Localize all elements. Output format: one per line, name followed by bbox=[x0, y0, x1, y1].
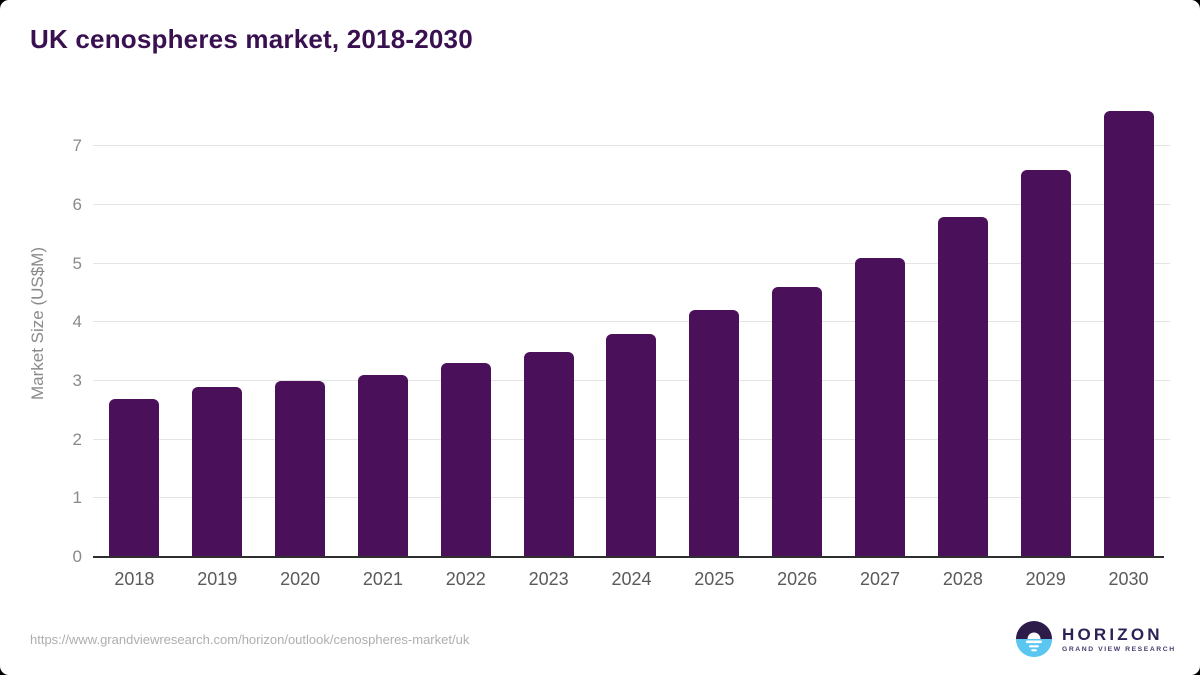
x-tick-label-2028: 2028 bbox=[942, 569, 983, 589]
bar-2023 bbox=[523, 351, 574, 557]
bar-slot-2023 bbox=[507, 351, 590, 557]
bar-2026 bbox=[772, 286, 823, 557]
bar-slot-2019 bbox=[176, 386, 259, 557]
bar-slot-2030 bbox=[1087, 110, 1170, 557]
bar-2030 bbox=[1103, 110, 1154, 557]
bar-2027 bbox=[855, 257, 906, 557]
bar-2025 bbox=[689, 310, 740, 557]
bar-2029 bbox=[1020, 169, 1071, 557]
horizon-logo-text: HORIZON GRAND VIEW RESEARCH bbox=[1062, 624, 1176, 653]
bar-slot-2018 bbox=[93, 398, 176, 557]
horizon-logo: HORIZON GRAND VIEW RESEARCH bbox=[1016, 621, 1176, 657]
x-tick-label-2018: 2018 bbox=[114, 569, 155, 589]
x-tick-label-2030: 2030 bbox=[1108, 569, 1149, 589]
bar-chart bbox=[93, 90, 1170, 558]
horizon-logo-name: HORIZON bbox=[1062, 624, 1163, 644]
bar-2022 bbox=[440, 363, 491, 557]
y-tick-label-7: 7 bbox=[72, 136, 82, 156]
source-url: https://www.grandviewresearch.com/horizo… bbox=[30, 632, 470, 647]
y-tick-label-5: 5 bbox=[72, 253, 82, 273]
bar-slot-2021 bbox=[342, 375, 425, 557]
x-axis-labels: 2018 2019 2020 2021 2022 2023 2024 2025 2026 2027… bbox=[93, 566, 1170, 592]
bar-slot-2026 bbox=[756, 286, 839, 557]
gridline-4 bbox=[93, 321, 1170, 323]
bar-2019 bbox=[192, 386, 243, 557]
y-tick-label-0: 0 bbox=[72, 547, 82, 566]
x-tick-label-2027: 2027 bbox=[859, 569, 901, 589]
x-tick-label-2023: 2023 bbox=[528, 569, 569, 589]
bar-2020 bbox=[275, 380, 326, 557]
x-tick-label-2024: 2024 bbox=[611, 569, 652, 589]
x-tick-label-2021: 2021 bbox=[362, 569, 403, 589]
x-tick-label-2022: 2022 bbox=[445, 569, 486, 589]
x-tick-label-2026: 2026 bbox=[777, 569, 818, 589]
gridline-6 bbox=[93, 203, 1170, 205]
y-tick-label-1: 1 bbox=[72, 488, 82, 508]
bar-2018 bbox=[109, 398, 160, 557]
bar-slot-2028 bbox=[921, 216, 1004, 557]
horizon-logo-icon bbox=[1016, 621, 1052, 657]
page-title: UK cenospheres market, 2018-2030 bbox=[30, 24, 473, 54]
bar-slot-2025 bbox=[673, 310, 756, 557]
bar-slot-2029 bbox=[1004, 169, 1087, 557]
x-tick-label-2020: 2020 bbox=[280, 569, 321, 589]
x-axis-line bbox=[93, 556, 1164, 558]
y-tick-label-4: 4 bbox=[72, 312, 82, 332]
x-tick-label-2025: 2025 bbox=[694, 569, 735, 589]
x-tick-label-2019: 2019 bbox=[197, 569, 238, 589]
y-tick-label-6: 6 bbox=[72, 194, 82, 214]
gridline-7 bbox=[93, 145, 1170, 147]
y-axis-ticks: 0 1 2 3 4 5 6 7 bbox=[36, 90, 82, 566]
horizon-logo-subtitle: GRAND VIEW RESEARCH bbox=[1062, 645, 1176, 653]
bar-2028 bbox=[937, 216, 988, 557]
bar-slot-2020 bbox=[259, 380, 342, 557]
bar-slot-2022 bbox=[424, 363, 507, 557]
gridline-5 bbox=[93, 262, 1170, 264]
bar-slot-2027 bbox=[839, 257, 922, 557]
bar-slot-2024 bbox=[590, 333, 673, 557]
bar-2021 bbox=[357, 375, 408, 557]
y-tick-label-3: 3 bbox=[72, 370, 82, 390]
bars-row bbox=[93, 90, 1170, 557]
x-tick-label-2029: 2029 bbox=[1025, 569, 1066, 589]
y-tick-label-2: 2 bbox=[72, 429, 82, 449]
bar-2024 bbox=[606, 333, 657, 557]
